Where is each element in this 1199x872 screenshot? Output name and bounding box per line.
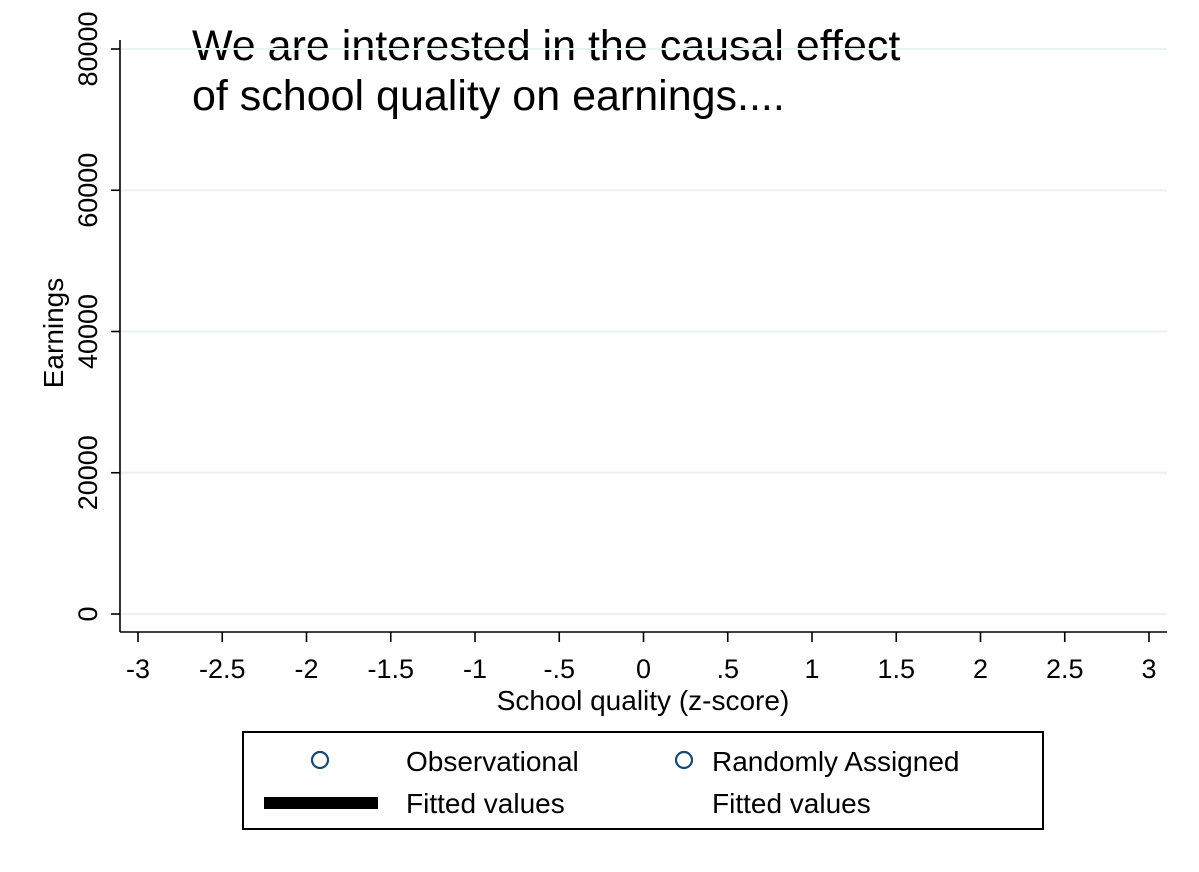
x-tick-label: -.5 — [543, 654, 575, 684]
y-tick-label: 20000 — [73, 435, 103, 510]
chart-title-line-1: We are interested in the causal effect — [192, 22, 900, 70]
x-tick-label: -1 — [463, 654, 487, 684]
legend-marker-observational — [310, 750, 330, 770]
legend-line-fitted-observational — [264, 797, 378, 809]
x-tick-label: 0 — [636, 654, 651, 684]
legend-label-fitted-random: Fitted values — [712, 788, 871, 819]
x-tick-label: -2 — [294, 654, 318, 684]
x-tick-label: 1.5 — [877, 654, 915, 684]
legend-label-observational: Observational — [406, 746, 579, 777]
x-tick-label: 2.5 — [1046, 654, 1084, 684]
gridlines — [121, 48, 1167, 615]
x-tick-label: 2 — [973, 654, 988, 684]
x-tick-label: 3 — [1141, 654, 1156, 684]
x-tick-label: -3 — [126, 654, 150, 684]
x-tick-label: -2.5 — [199, 654, 246, 684]
legend-label-randomly-assigned: Randomly Assigned — [712, 746, 959, 777]
y-tick-labels: 0 20000 40000 60000 80000 — [73, 11, 103, 621]
legend-label-fitted-observational: Fitted values — [406, 788, 565, 819]
y-tick-label: 40000 — [73, 294, 103, 369]
y-axis-label: Earnings — [38, 278, 69, 389]
legend-box — [242, 731, 1044, 830]
y-tick-label: 0 — [73, 606, 103, 621]
legend-marker-randomly-assigned — [674, 750, 694, 770]
x-tick-label: 1 — [804, 654, 819, 684]
x-tick-label: -1.5 — [367, 654, 414, 684]
x-tick-labels: -3 -2.5 -2 -1.5 -1 -.5 0 .5 1 1.5 2 2.5 3 — [126, 654, 1157, 684]
y-tick-label: 60000 — [73, 153, 103, 228]
chart-title: We are interested in the causal effect o… — [192, 22, 900, 120]
legend: Observational Randomly Assigned Fitted v… — [242, 731, 1044, 830]
x-tick-label: .5 — [716, 654, 739, 684]
axes — [111, 40, 1167, 642]
chart-title-line-2: of school quality on earnings.... — [192, 72, 785, 120]
x-axis-label: School quality (z-score) — [497, 685, 790, 716]
y-tick-label: 80000 — [73, 11, 103, 86]
